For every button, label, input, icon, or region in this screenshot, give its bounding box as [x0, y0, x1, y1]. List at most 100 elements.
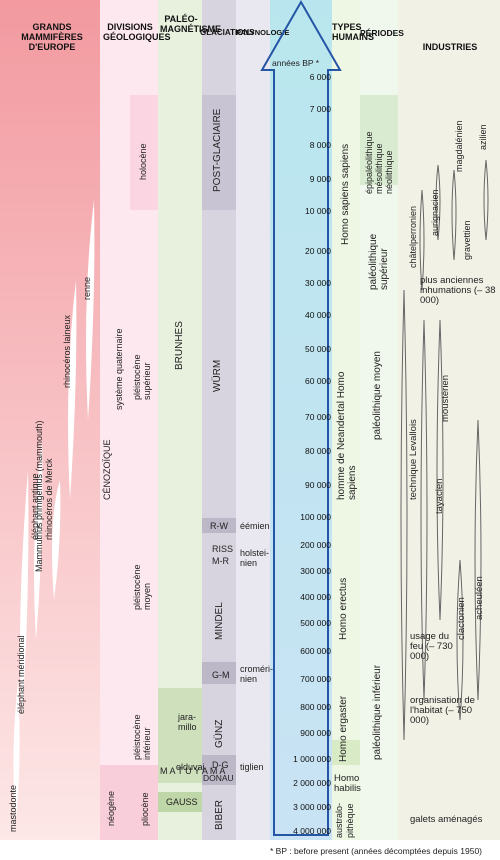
- div-pliocene: pliocène: [140, 792, 150, 826]
- ind-tayacien: tayacien: [434, 478, 445, 514]
- ind-levallois: technique Levallois: [408, 419, 419, 500]
- ind-feu: usage du feu (– 730 000): [410, 631, 453, 662]
- year-tick: 8 000: [309, 140, 331, 150]
- year-tick: 800 000: [300, 702, 331, 712]
- year-tick: 3 000 000: [293, 802, 331, 812]
- paleo-olduvai: olduvai: [176, 762, 205, 772]
- ind-aurignacien: aurignacien: [430, 189, 440, 236]
- year-tick: 100 000: [300, 512, 331, 522]
- year-tick: 400 000: [300, 592, 331, 602]
- year-tick: 500 000: [300, 618, 331, 628]
- glac-biber: BIBER: [214, 799, 225, 830]
- mammal-mammouth: Mammuthus primigenius (mammouth): [34, 420, 44, 572]
- div-pleisto-inf: pléistocène inférieur: [132, 714, 152, 760]
- div-cenozoique: CÉNOZOÏQUE: [102, 439, 112, 500]
- year-tick: 2 000 000: [293, 778, 331, 788]
- year-tick: 70 000: [305, 412, 331, 422]
- header-periodes: PÉRIODES: [360, 28, 404, 38]
- mammal-spindles: [13, 200, 95, 820]
- glac-dg: D-G: [212, 760, 229, 770]
- year-tick: 1 000 000: [293, 754, 331, 764]
- types-column: [332, 0, 360, 840]
- paleo-brunhes: BRUNHES: [174, 321, 185, 370]
- ind-azilien: azilien: [478, 124, 488, 150]
- palyno-cromer: croméri-nien: [240, 664, 273, 684]
- type-sapiens-sapiens: Homo sapiens sapiens: [340, 143, 351, 245]
- glac-mr: M-R: [212, 556, 229, 566]
- periode-epi: épipaléolithique mésolithique néolithiqu…: [364, 131, 394, 194]
- div-quaternaire: système quaternaire: [114, 328, 124, 410]
- year-tick: 90 000: [305, 480, 331, 490]
- dg-block: [202, 755, 236, 785]
- ind-chatelperronien: châtelperronien: [408, 205, 418, 268]
- palyno-tiglien: tiglien: [240, 762, 264, 772]
- year-tick: 200 000: [300, 540, 331, 550]
- year-tick: 9 000: [309, 174, 331, 184]
- palyno-holstein: holstei-nien: [240, 548, 270, 568]
- header-mammiferes: GRANDS MAMMIFÈRES D'EUROPE: [21, 22, 83, 52]
- post-glaciaire-block: [202, 95, 236, 210]
- ergaster-block: [332, 740, 360, 765]
- periode-sup: paléolithique supérieur: [368, 233, 390, 290]
- rw-block: [202, 518, 236, 533]
- type-habilis: Homo habilis: [334, 773, 361, 794]
- type-erectus: Homo erectus: [338, 577, 349, 640]
- year-tick: 4 000 000: [293, 826, 331, 836]
- type-neandertal: homme de Neandertal Homo sapiens: [336, 371, 358, 500]
- year-tick: 600 000: [300, 646, 331, 656]
- holocene-block: [130, 95, 158, 210]
- industries-column: [398, 0, 500, 840]
- year-tick: 7 000: [309, 104, 331, 114]
- ind-inhumations: plus anciennes inhumations (– 38 000): [420, 275, 496, 306]
- epi-block: [360, 95, 398, 185]
- gm-block: [202, 662, 236, 684]
- periode-moy: paléolithique moyen: [372, 351, 383, 440]
- paleo-matuyama: M A T U Y A M A: [160, 766, 226, 776]
- ind-mousterien: moustérien: [440, 375, 451, 422]
- div-neogene: néogène: [106, 790, 116, 826]
- year-tick: 40 000: [305, 310, 331, 320]
- mammal-renne: renne: [82, 276, 92, 300]
- glac-gunz: GÜNZ: [214, 719, 225, 748]
- paleo-gauss: GAUSS: [166, 797, 198, 807]
- mammal-elephant-meridional: éléphant méridional: [16, 635, 26, 714]
- industry-spindles: [400, 159, 489, 741]
- paleo-jaramillo: jara-millo: [178, 712, 197, 732]
- mammal-rhino-merck: rhinocéros de Merck: [44, 458, 54, 540]
- glac-mindel: MINDEL: [214, 602, 225, 640]
- year-tick: 30 000: [305, 278, 331, 288]
- year-tick: 700 000: [300, 674, 331, 684]
- palyno-column: [236, 0, 270, 840]
- ind-habitat: organisation de l'habitat (– 750 000): [410, 695, 475, 726]
- gauss-block: [158, 792, 202, 812]
- type-australo: australo-pithèque: [334, 802, 355, 838]
- periode-inf: paléolithique inférieur: [372, 664, 383, 760]
- div-pleisto-sup: pléistocène supérieur: [132, 354, 152, 400]
- glac-post: POST-GLACIAIRE: [212, 108, 223, 192]
- palyno-eemien: éémien: [240, 521, 270, 531]
- year-tick: 300 000: [300, 566, 331, 576]
- header-paleo: PALÉO-MAGNÉTISME: [160, 14, 222, 34]
- glac-rw: R-W: [210, 521, 228, 531]
- glac-riss: RISS: [212, 544, 234, 554]
- div-pleisto-moy: pléistocène moyen: [132, 564, 152, 610]
- glac-gm: G-M: [212, 670, 230, 680]
- header-industries: INDUSTRIES: [422, 42, 478, 52]
- footnote: * BP : before present (années décomptées…: [270, 846, 483, 856]
- matuyama-block: [158, 688, 202, 783]
- year-tick: 20 000: [305, 246, 331, 256]
- pliocene-block: [100, 765, 158, 840]
- year-tick: 50 000: [305, 344, 331, 354]
- header-glaciations: GLACIATIONS: [200, 28, 255, 37]
- glac-wurm: WÜRM: [212, 359, 223, 392]
- mammal-rhino-laineux: rhinocéros laineux: [62, 314, 72, 388]
- ind-magdalenien: magdalénien: [454, 120, 464, 172]
- header-divisions: DIVISIONS GÉOLOGIQUES: [103, 22, 171, 42]
- year-tick: 6 000: [309, 72, 331, 82]
- ind-galets: galets aménagés: [410, 814, 483, 825]
- years-column: [270, 0, 332, 840]
- year-tick: 60 000: [305, 376, 331, 386]
- mammal-mastodonte: mastodonte: [8, 784, 18, 832]
- ind-gravettien: gravettien: [462, 220, 472, 260]
